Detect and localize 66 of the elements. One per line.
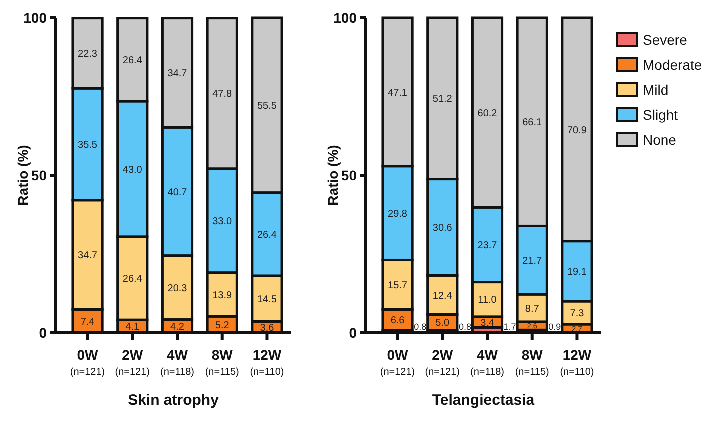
data-label: 12.4 <box>432 290 453 302</box>
x-tick-label: 4W (n=118) <box>160 347 195 378</box>
legend-label: Slight <box>643 107 678 123</box>
data-label: 47.1 <box>388 88 408 99</box>
y-tick-label: 0 <box>349 325 358 341</box>
data-label: 15.7 <box>388 280 408 292</box>
legend-label: Severe <box>643 32 688 48</box>
x-axis-title: Telangiectasia <box>432 392 536 409</box>
data-label: 21.7 <box>522 256 543 267</box>
data-label: 8.7 <box>525 304 540 315</box>
y-tick-label: 50 <box>341 168 358 184</box>
data-label: 14.5 <box>257 294 278 306</box>
x-tick-label: 2W (n=121) <box>115 347 150 378</box>
x-tick-label: 2W (n=121) <box>425 347 460 378</box>
x-tick-label: 12W (n=110) <box>560 347 594 378</box>
data-label: 13.9 <box>212 290 233 302</box>
data-label: 33.0 <box>212 216 233 228</box>
y-tick-label: 0 <box>39 325 48 341</box>
data-label: 0.8 <box>414 322 427 332</box>
y-axis-title: Ratio (%) <box>15 145 31 206</box>
data-label: 5.2 <box>215 320 230 332</box>
data-label: 0.9 <box>548 322 562 332</box>
data-label: 55.5 <box>257 101 278 112</box>
data-label: 22.3 <box>78 49 98 60</box>
data-label: 29.8 <box>388 208 408 220</box>
data-label: 6.6 <box>390 316 406 327</box>
data-label: 20.3 <box>168 283 188 294</box>
y-tick-label: 100 <box>334 10 358 26</box>
data-label: 35.5 <box>78 140 98 152</box>
data-label: 66.1 <box>522 118 543 129</box>
x-tick-label: 8W (n=115) <box>205 347 240 378</box>
data-label: 11.0 <box>478 295 498 306</box>
data-label: 40.7 <box>168 187 188 198</box>
data-label: 51.2 <box>432 94 453 106</box>
data-label: 34.7 <box>168 68 188 80</box>
data-label: 7.4 <box>80 316 96 328</box>
data-label: 1.7 <box>504 322 516 332</box>
data-label: 23.7 <box>478 240 498 252</box>
data-label: 5.0 <box>436 318 450 330</box>
data-label: 47.8 <box>212 89 233 100</box>
data-label: 0.8 <box>458 322 472 332</box>
legend-label: None <box>643 132 677 148</box>
data-label: 26.4 <box>257 230 278 242</box>
data-label: 30.6 <box>432 223 453 234</box>
data-label: 19.1 <box>567 267 588 278</box>
x-tick-label: 0W (n=121) <box>380 347 416 378</box>
x-tick-label: 8W (n=115) <box>515 347 550 378</box>
data-label: 7.3 <box>570 308 585 320</box>
y-axis-title: Ratio (%) <box>325 145 341 206</box>
x-tick-label: 0W (n=121) <box>70 347 106 378</box>
data-label: 3.4 <box>480 318 495 329</box>
data-label: 3.6 <box>260 322 275 334</box>
data-label: 70.9 <box>567 125 588 136</box>
data-label: 26.4 <box>122 274 143 286</box>
x-axis-title: Skin atrophy <box>128 392 220 409</box>
data-label: 26.4 <box>122 55 143 66</box>
legend-label: Mild <box>643 82 669 98</box>
y-tick-label: 50 <box>31 168 48 184</box>
data-label: 43.0 <box>122 164 143 176</box>
data-label: 34.7 <box>78 250 98 262</box>
data-label: 60.2 <box>478 108 498 120</box>
data-label: 4.1 <box>126 322 140 334</box>
data-label: 4.2 <box>170 322 185 333</box>
y-tick-label: 100 <box>24 10 48 26</box>
x-tick-label: 4W (n=118) <box>470 347 505 378</box>
x-tick-label: 12W (n=110) <box>250 347 284 378</box>
